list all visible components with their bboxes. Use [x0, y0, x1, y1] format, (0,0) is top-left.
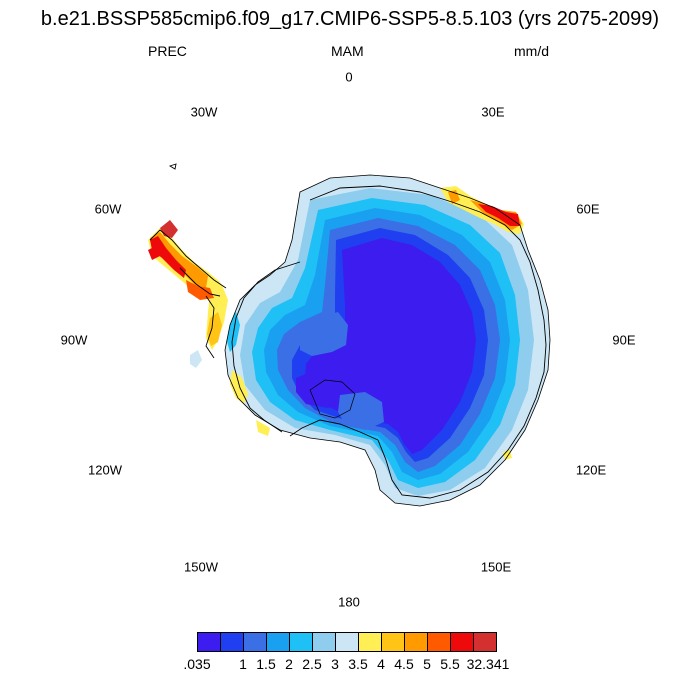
colorbar-tick-label: 1.5 [256, 656, 276, 672]
lon-label-60w: 60W [94, 201, 122, 217]
lon-label-90w: 90W [60, 332, 88, 348]
lon-label-0: 0 [345, 69, 353, 85]
colorbar-swatch [266, 632, 290, 652]
lon-label-150e: 150E [480, 559, 512, 575]
colorbar-tick-label: 5 [423, 656, 431, 672]
colorbar-swatch [427, 632, 451, 652]
colorbar-tick-label: 4 [377, 656, 385, 672]
units-label: mm/d [514, 43, 549, 59]
colorbar-swatch [312, 632, 336, 652]
map-title: b.e21.BSSP585cmip6.f09_g17.CMIP6-SSP5-8.… [40, 8, 660, 30]
season-label: MAM [331, 43, 364, 59]
colorbar-tick-label: 2 [285, 656, 293, 672]
variable-label: PREC [148, 43, 187, 59]
lon-label-120w: 120W [88, 462, 122, 478]
colorbar-tick-label: .035 [183, 656, 211, 672]
colorbar-tick-label: 5.5 [440, 656, 460, 672]
lon-label-180: 180 [338, 594, 360, 610]
colorbar-tick-label: 4.5 [394, 656, 414, 672]
colorbar [197, 632, 497, 654]
colorbar-tick-label: 3 [331, 656, 339, 672]
colorbar-swatch [473, 632, 497, 652]
colorbar-swatch [404, 632, 428, 652]
colorbar-swatch [220, 632, 244, 652]
colorbar-swatch [335, 632, 359, 652]
colorbar-tick-label: 32.341 [466, 656, 510, 672]
colorbar-swatch [289, 632, 313, 652]
colorbar-swatch [358, 632, 382, 652]
colorbar-swatch [381, 632, 405, 652]
colorbar-swatch [243, 632, 267, 652]
colorbar-tick-label: 3.5 [348, 656, 368, 672]
colorbar-tick-label: 2.5 [302, 656, 322, 672]
lon-label-30e: 30E [481, 104, 505, 120]
antarctica-precip-field [148, 163, 551, 507]
lon-label-60e: 60E [576, 201, 600, 217]
lon-label-90e: 90E [612, 332, 636, 348]
lon-label-30w: 30W [190, 104, 218, 120]
colorbar-swatch [450, 632, 474, 652]
colorbar-swatch [197, 632, 221, 652]
lon-label-120e: 120E [575, 462, 607, 478]
colorbar-tick-label: 1 [239, 656, 247, 672]
lon-label-150w: 150W [184, 559, 218, 575]
